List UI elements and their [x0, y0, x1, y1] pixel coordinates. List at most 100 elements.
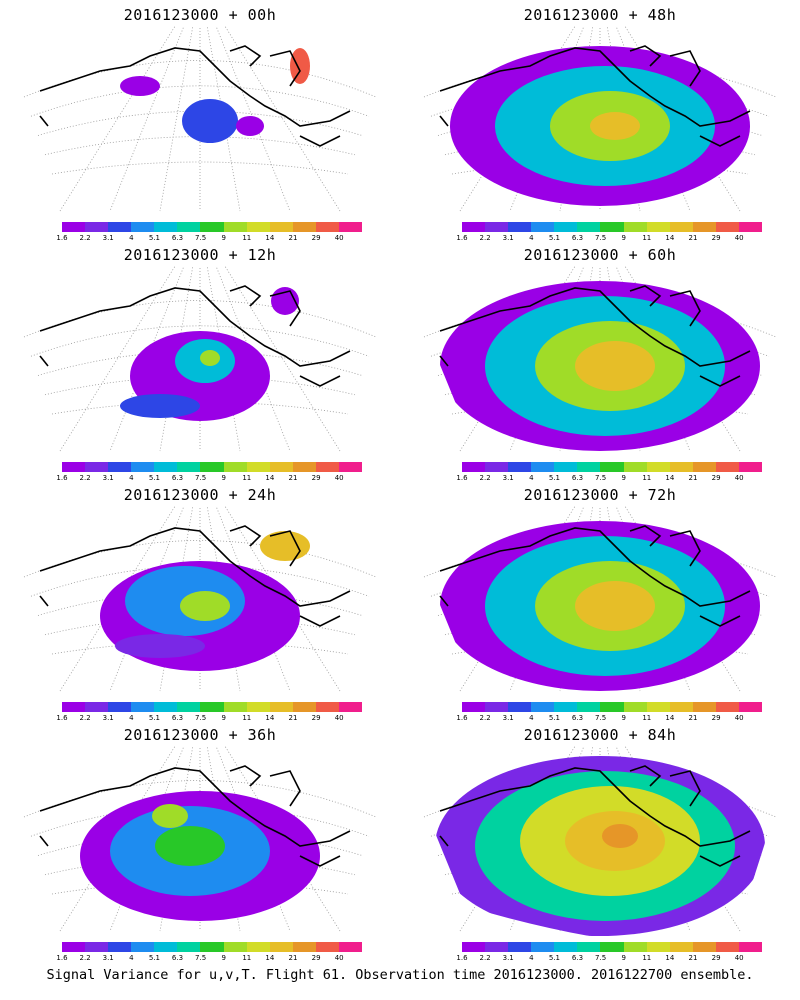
colorbar-label: 5.1: [148, 234, 160, 242]
variance-contour: [182, 99, 238, 143]
latitude-line: [23, 780, 377, 818]
colorbar-label: 9: [621, 474, 626, 482]
colorbar-swatch: [623, 942, 647, 952]
colorbar-swatch: [131, 222, 155, 232]
colorbar-swatch: [131, 462, 155, 472]
coastline: [439, 525, 751, 627]
forecast-panel: 2016123000 + 60h 1.6 2.2 3.1 4 5.1 6.3 7.5 9 11 14…: [400, 240, 800, 482]
colorbar-label: 9: [221, 474, 226, 482]
colorbar-swatch: [177, 942, 201, 952]
coastline: [39, 765, 351, 867]
coastline: [439, 45, 751, 147]
colorbar-swatch: [315, 702, 339, 712]
colorbar-swatch: [269, 222, 293, 232]
variance-contour: [260, 531, 310, 561]
colorbar-labels: 1.6 2.2 3.1 4 5.1 6.3 7.5 9 11 14 21 29 40: [452, 234, 772, 244]
colorbar-label: 7.5: [595, 714, 607, 722]
colorbar-swatch: [531, 462, 555, 472]
colorbar-swatch: [177, 462, 201, 472]
colorbar-label: 5.1: [548, 714, 560, 722]
longitude-line: [109, 26, 185, 212]
colorbar-label: 14: [265, 954, 275, 962]
colorbar-swatch: [154, 942, 178, 952]
colorbar-swatch: [715, 462, 739, 472]
colorbar-label: 5.1: [548, 474, 560, 482]
longitude-line: [215, 266, 291, 452]
colorbar-label: 21: [688, 714, 698, 722]
colorbar-swatch: [108, 942, 132, 952]
colorbar-swatch: [200, 222, 224, 232]
variance-contour: [290, 48, 310, 84]
colorbar-label: 1.6: [56, 474, 68, 482]
panel-title: 2016123000 + 60h: [523, 246, 677, 264]
colorbar-labels: 1.6 2.2 3.1 4 5.1 6.3 7.5 9 11 14 21 29 40: [452, 474, 772, 484]
longitude-line: [109, 266, 185, 452]
colorbar: [462, 942, 763, 952]
panel-title: 2016123000 + 48h: [523, 6, 677, 24]
colorbar-swatch: [738, 222, 763, 232]
colorbar-label: 5.1: [548, 234, 560, 242]
colorbar-label: 11: [642, 234, 652, 242]
forecast-panel: 2016123000 + 24h 1.6 2.2 3.1 4 5.1 6.3 7.5 9 11 14…: [0, 480, 400, 722]
variance-field: [435, 756, 765, 936]
colorbar-label: 7.5: [195, 954, 207, 962]
colorbar-label: 2.2: [479, 234, 491, 242]
variance-field: [440, 281, 760, 451]
colorbar-label: 11: [242, 954, 252, 962]
colorbar-label: 29: [311, 714, 321, 722]
colorbar-label: 29: [311, 474, 321, 482]
colorbar-swatch: [315, 462, 339, 472]
colorbar-swatch: [600, 702, 624, 712]
variance-contour: [152, 804, 188, 828]
variance-contour: [590, 112, 640, 140]
colorbar-swatch: [462, 462, 486, 472]
colorbar-label: 4: [129, 234, 134, 242]
colorbar-label: 11: [642, 714, 652, 722]
colorbar-label: 14: [665, 474, 675, 482]
coastline: [39, 285, 351, 387]
colorbar-swatch: [338, 222, 363, 232]
colorbar-label: 4: [529, 954, 534, 962]
colorbar-swatch: [508, 462, 532, 472]
latitude-line: [23, 300, 377, 338]
colorbar: [62, 222, 363, 232]
forecast-panel: 2016123000 + 36h 1.6 2.2 3.1 4 5.1 6.3 7.5 9 11 14…: [0, 720, 400, 962]
colorbar-swatch: [154, 222, 178, 232]
colorbar-swatch: [108, 462, 132, 472]
colorbar-swatch: [177, 702, 201, 712]
colorbar-label: 14: [265, 474, 275, 482]
colorbar-label: 40: [334, 954, 344, 962]
colorbar-swatch: [692, 462, 716, 472]
colorbar-swatch: [692, 702, 716, 712]
panel-title: 2016123000 + 36h: [123, 726, 277, 744]
colorbar: [462, 222, 763, 232]
colorbar-swatch: [531, 222, 555, 232]
colorbar-swatch: [269, 942, 293, 952]
colorbar: [462, 462, 763, 472]
forecast-panel: 2016123000 + 48h 1.6 2.2 3.1 4 5.1 6.3 7.5 9 11 14…: [400, 0, 800, 242]
colorbar-label: 4: [529, 474, 534, 482]
longitude-line: [59, 266, 176, 452]
colorbar-swatch: [692, 222, 716, 232]
colorbar-swatch: [338, 942, 363, 952]
variance-field: [450, 46, 750, 206]
panel-title: 2016123000 + 24h: [123, 486, 277, 504]
coastline: [39, 45, 351, 147]
panel-title: 2016123000 + 84h: [523, 726, 677, 744]
colorbar-label: 1.6: [456, 954, 468, 962]
colorbar-swatch: [531, 702, 555, 712]
colorbar-label: 14: [665, 714, 675, 722]
colorbar-label: 40: [334, 714, 344, 722]
colorbar-swatch: [338, 462, 363, 472]
colorbar-label: 2.2: [79, 954, 91, 962]
colorbar-label: 21: [288, 954, 298, 962]
colorbar-swatch: [485, 462, 509, 472]
colorbar-label: 7.5: [595, 954, 607, 962]
colorbar-label: 29: [711, 234, 721, 242]
colorbar-swatch: [508, 222, 532, 232]
latitude-line: [51, 641, 349, 655]
colorbar-swatch: [315, 222, 339, 232]
colorbar-swatch: [738, 702, 763, 712]
variance-map: [23, 266, 377, 452]
colorbar-label: 29: [311, 234, 321, 242]
